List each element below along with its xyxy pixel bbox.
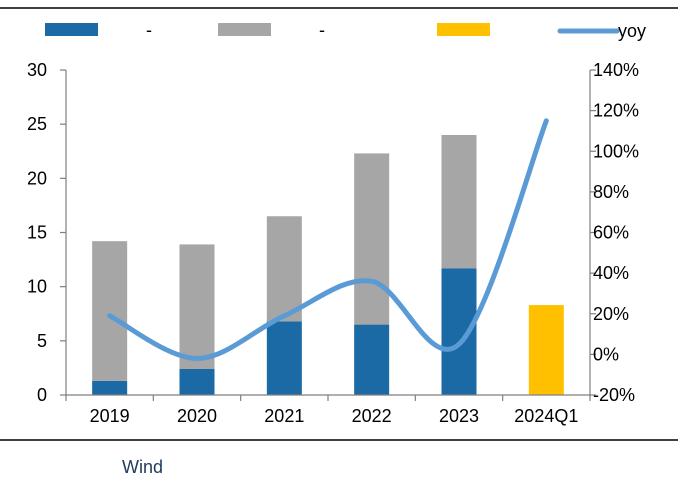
bar-2019-s1 xyxy=(92,241,128,381)
legend-swatch-1 xyxy=(218,23,271,36)
bars xyxy=(92,135,564,395)
bar-2024Q1-s2 xyxy=(528,305,564,395)
y-left-tick-label: 5 xyxy=(37,331,47,351)
x-tick-label-2019: 2019 xyxy=(90,406,130,426)
y-left-tick-label: 0 xyxy=(37,385,47,405)
y-left-tick-label: 10 xyxy=(27,277,47,297)
yoy-line xyxy=(107,118,549,361)
y-left-tick-label: 30 xyxy=(27,60,47,80)
x-tick-label-2023: 2023 xyxy=(439,406,479,426)
bar-2022-s0 xyxy=(354,324,390,395)
y-right-tick-label: 40% xyxy=(593,263,629,283)
y-left-tick-label: 20 xyxy=(27,168,47,188)
legend: - - yoy xyxy=(45,20,646,41)
yoy-line-layer xyxy=(107,118,549,361)
bar-2021-s0 xyxy=(266,321,302,395)
x-tick-label-2021: 2021 xyxy=(264,406,304,426)
source-label: Wind xyxy=(122,457,163,477)
y-right-tick-label: 20% xyxy=(593,304,629,324)
legend-label-3: yoy xyxy=(618,21,646,41)
legend-label-0: - xyxy=(146,20,152,40)
bar-2020-s0 xyxy=(179,369,215,395)
bar-2021-s1 xyxy=(266,216,302,322)
bar-2022-s1 xyxy=(354,153,390,325)
y-right-tick-label: 0% xyxy=(593,344,619,364)
plot-area: 0 5 10 15 20 25 30 -20% 0% 20% 40% 60% 80% 100% 120% 14… xyxy=(27,60,639,426)
axes: 0 5 10 15 20 25 30 -20% 0% 20% 40% 60% 80% 100% 120% 14… xyxy=(27,60,639,426)
y-left-tick-label: 15 xyxy=(27,223,47,243)
y-right-tick-label: 100% xyxy=(593,141,639,161)
bar-2020-s1 xyxy=(179,244,215,369)
legend-swatch-0 xyxy=(45,23,98,36)
y-right-tick-label: 60% xyxy=(593,223,629,243)
y-right-tick-label: 140% xyxy=(593,60,639,80)
y-right-tick-label: 80% xyxy=(593,182,629,202)
x-tick-label-2022: 2022 xyxy=(352,406,392,426)
x-tick-label-2024Q1: 2024Q1 xyxy=(514,406,578,426)
y-right-tick-label: -20% xyxy=(593,385,635,405)
bar-2023-s1 xyxy=(441,135,477,269)
legend-swatch-2 xyxy=(437,23,490,36)
x-tick-label-2020: 2020 xyxy=(177,406,217,426)
legend-label-1: - xyxy=(319,20,325,40)
y-right-tick-label: 120% xyxy=(593,101,639,121)
bar-2019-s0 xyxy=(92,380,128,395)
y-left-tick-label: 25 xyxy=(27,114,47,134)
